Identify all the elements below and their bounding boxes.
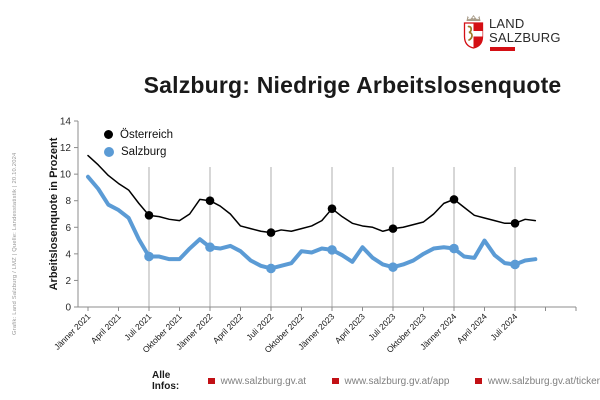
svg-text:8: 8	[65, 196, 71, 207]
page-title: Salzburg: Niedrige Arbeitslosenquote	[143, 72, 562, 98]
svg-text:Juli 2022: Juli 2022	[244, 311, 275, 342]
svg-text:14: 14	[60, 117, 72, 128]
svg-text:Jänner 2021: Jänner 2021	[52, 311, 93, 352]
land-salzburg-logo: LAND SALZBURG	[462, 13, 561, 51]
svg-text:0: 0	[65, 303, 71, 314]
svg-text:12: 12	[60, 143, 72, 154]
footer-link-app[interactable]: www.salzburg.gv.at/app	[332, 376, 449, 387]
svg-text:4: 4	[65, 249, 71, 260]
svg-text:Juli 2021: Juli 2021	[122, 311, 153, 342]
red-square-bullet-icon	[208, 377, 215, 385]
svg-text:Juli 2023: Juli 2023	[366, 311, 397, 342]
svg-text:2: 2	[65, 276, 71, 287]
svg-text:Arbeitslosenquote in Prozent: Arbeitslosenquote in Prozent	[48, 137, 60, 290]
red-square-bullet-icon	[475, 377, 482, 385]
svg-text:April 2023: April 2023	[333, 311, 367, 345]
legend-item-oesterreich: Österreich	[104, 126, 173, 143]
legend-label: Salzburg	[121, 145, 167, 158]
svg-text:Juli 2024: Juli 2024	[488, 311, 519, 342]
logo-text-land: LAND	[489, 16, 525, 31]
svg-text:April 2024: April 2024	[455, 311, 489, 345]
oesterreich-dot-icon	[104, 130, 113, 139]
legend-label: Österreich	[120, 128, 174, 141]
salzburg-dot-icon	[104, 146, 114, 157]
footer-label: Alle Infos:	[152, 370, 180, 392]
svg-text:April 2021: April 2021	[89, 311, 123, 345]
chart-legend: Österreich Salzburg	[104, 126, 173, 160]
footer-info-bar: Alle Infos: www.salzburg.gv.at www.salzb…	[152, 370, 600, 392]
footer-link-ticker[interactable]: www.salzburg.gv.at/ticker	[475, 376, 600, 387]
salzburg-coat-of-arms-icon	[463, 15, 484, 49]
footer-link-main[interactable]: www.salzburg.gv.at	[208, 376, 306, 387]
legend-item-salzburg: Salzburg	[104, 143, 173, 160]
logo-text-salzburg: SALZBURG	[489, 30, 561, 46]
logo-red-underline	[490, 47, 515, 51]
svg-text:10: 10	[60, 170, 72, 181]
svg-text:6: 6	[65, 223, 71, 234]
svg-text:April 2022: April 2022	[211, 311, 245, 345]
red-square-bullet-icon	[332, 377, 339, 385]
